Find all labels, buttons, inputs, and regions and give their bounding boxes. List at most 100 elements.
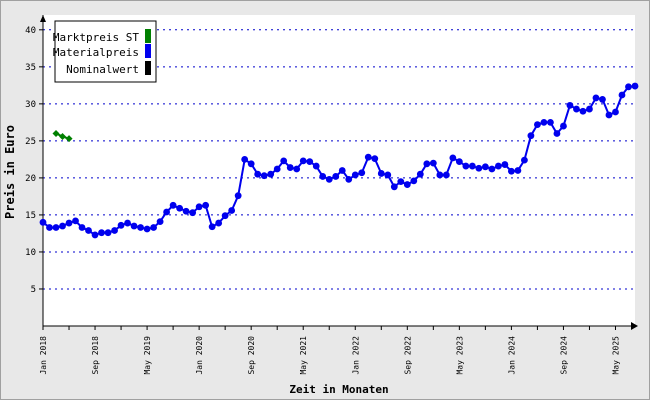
y-tick-label: 25 — [25, 137, 36, 147]
data-point — [390, 183, 398, 191]
x-tick-label: Jan 2024 — [507, 336, 516, 375]
data-point — [586, 105, 593, 113]
data-point — [163, 208, 171, 216]
data-point — [182, 207, 190, 215]
data-point — [436, 171, 444, 179]
data-point — [65, 219, 73, 227]
data-point — [59, 132, 67, 140]
data-point — [625, 83, 632, 91]
legend-label-marktpreis: Marktpreis ST — [53, 31, 139, 44]
data-point — [124, 219, 131, 227]
data-point — [208, 223, 216, 231]
data-point — [521, 156, 528, 164]
y-tick-label: 30 — [25, 100, 36, 110]
y-axis-ticks: 5 10 15 20 25 30 35 40 — [25, 26, 43, 295]
data-point — [579, 107, 587, 115]
data-point — [169, 201, 177, 209]
data-point — [397, 178, 405, 186]
y-tick-label: 20 — [25, 174, 36, 184]
data-point — [189, 209, 197, 217]
x-tick-label: May 2025 — [611, 336, 620, 375]
data-point — [534, 121, 541, 128]
x-tick-label: Jan 2018 — [39, 336, 48, 375]
data-point — [488, 165, 496, 173]
data-point — [150, 224, 157, 231]
data-point — [566, 101, 574, 109]
legend-label-nominalwert: Nominalwert — [66, 63, 139, 76]
data-point — [351, 171, 359, 179]
data-point — [507, 167, 515, 175]
data-point — [52, 129, 60, 137]
data-point — [319, 173, 327, 180]
legend-label-materialpreis: Materialpreis — [53, 46, 139, 59]
data-point — [332, 173, 340, 180]
legend-swatch-materialpreis — [145, 44, 151, 58]
data-point — [299, 157, 307, 165]
series-layer — [39, 82, 639, 239]
legend-swatch-nominalwert — [145, 61, 151, 75]
data-point — [410, 177, 418, 185]
data-point — [618, 91, 626, 99]
data-point — [599, 96, 606, 103]
series-marktpreis-st — [52, 129, 73, 143]
data-point — [371, 155, 379, 163]
data-point — [631, 82, 639, 90]
data-point — [85, 227, 92, 234]
data-point — [254, 170, 262, 178]
grid-lines — [43, 29, 635, 290]
data-point — [364, 153, 372, 161]
x-tick-label: May 2023 — [455, 336, 464, 375]
data-point — [267, 170, 275, 178]
x-tick-label: Sep 2020 — [247, 336, 256, 375]
data-point — [221, 212, 229, 220]
data-point — [195, 203, 203, 211]
data-point — [384, 171, 392, 179]
series-materialpreis — [39, 82, 639, 239]
y-axis-arrow — [40, 15, 46, 22]
data-point — [137, 224, 144, 231]
data-point — [377, 170, 385, 177]
x-tick-label: May 2021 — [299, 336, 308, 375]
data-point — [358, 169, 366, 177]
legend: Marktpreis ST Materialpreis Nominalwert — [53, 20, 157, 83]
x-axis-arrow — [631, 322, 638, 330]
x-tick-label: Sep 2024 — [559, 336, 568, 375]
data-point — [481, 163, 489, 171]
y-tick-label: 10 — [25, 248, 36, 258]
y-tick-label: 15 — [25, 211, 36, 221]
data-point — [494, 162, 502, 170]
data-point — [143, 225, 151, 233]
y-tick-label: 35 — [25, 63, 36, 73]
data-point — [156, 218, 164, 225]
data-point — [560, 122, 567, 130]
x-tick-label: Jan 2022 — [351, 336, 360, 375]
data-point — [553, 130, 561, 137]
data-point — [228, 207, 236, 214]
data-point — [46, 224, 53, 231]
data-point — [468, 162, 476, 170]
data-point — [215, 219, 223, 227]
legend-box — [54, 20, 157, 83]
data-point — [325, 175, 333, 183]
data-point — [442, 171, 450, 179]
data-point — [104, 229, 112, 237]
data-point — [202, 201, 210, 209]
data-point — [117, 221, 125, 229]
y-tick-label: 40 — [25, 26, 36, 36]
data-point — [449, 154, 457, 162]
data-point — [306, 158, 314, 166]
data-point — [130, 222, 138, 230]
data-point — [234, 192, 242, 200]
data-point — [78, 224, 86, 231]
data-point — [91, 231, 99, 239]
data-point — [403, 181, 411, 188]
data-point — [241, 155, 249, 163]
data-point — [98, 229, 105, 237]
data-point — [65, 135, 73, 143]
data-point — [429, 159, 437, 167]
data-point — [247, 160, 255, 168]
y-axis-label: Preis in Euro — [3, 125, 17, 219]
x-tick-label: Sep 2022 — [403, 336, 412, 375]
x-tick-label: May 2019 — [143, 336, 152, 375]
